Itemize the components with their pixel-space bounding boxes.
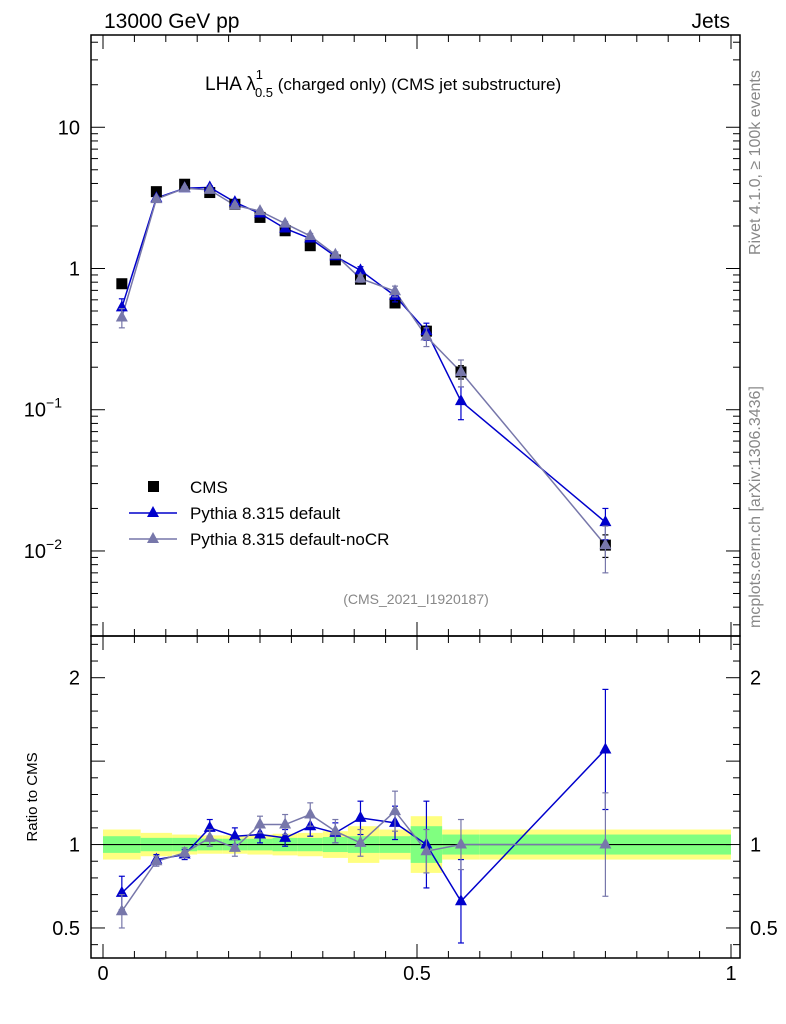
ratio-data-point	[599, 742, 612, 754]
main-ytick-label: 10−1	[24, 395, 62, 422]
ratio-data-point	[329, 824, 342, 836]
main-panel-frame	[90, 34, 741, 637]
ratio-ytick-label-right: 2	[750, 668, 761, 690]
legend-cms-marker	[148, 481, 159, 492]
main-data-point-mc	[599, 538, 612, 550]
ratio-data-point	[178, 845, 191, 857]
ratio-data-point	[389, 804, 402, 816]
ratio-ylabel: Ratio to CMS	[24, 752, 41, 841]
ratio-series-line	[121, 810, 606, 912]
main-data-point-mc	[329, 247, 342, 259]
ratio-series-line	[121, 748, 606, 903]
main-data-point-mc	[178, 181, 191, 193]
main-ytick-label: 10	[58, 117, 80, 139]
main-data-point-mc	[279, 216, 292, 228]
main-data-point-mc	[150, 192, 163, 204]
ratio-data-point	[454, 894, 467, 906]
ratio-data-point	[115, 904, 128, 916]
main-data-point-mc	[389, 284, 402, 296]
legend-nocr-marker	[147, 532, 159, 543]
ratio-data-point	[254, 817, 266, 829]
ratio-series-lines	[121, 748, 606, 912]
main-data-point-cms	[304, 240, 316, 252]
main-data-point-mc	[304, 228, 317, 240]
ratio-panel-frame	[90, 635, 741, 959]
ratio-ytick-label-left: 1	[69, 835, 80, 857]
ratio-data-point	[228, 840, 241, 852]
main-data-point-mc	[599, 515, 612, 527]
ratio-data-point	[420, 844, 433, 856]
ratio-data-point	[454, 837, 467, 849]
mcplots-label: mcplots.cern.ch [arXiv:1306.3436]	[747, 386, 764, 628]
ratio-data-point	[228, 829, 241, 841]
main-data-point-cms	[389, 297, 401, 309]
ratio-xtick-label: 0	[97, 963, 108, 985]
ratio-series-points	[115, 688, 612, 944]
header-left: 13000 GeV pp	[104, 10, 239, 33]
ratio-data-point	[304, 807, 317, 819]
ratio-data-point	[150, 854, 163, 866]
ratio-xtick-label: 0.5	[403, 963, 431, 985]
main-data-point-mc	[254, 204, 266, 216]
ratio-axes: 2 2 1 1 0.5 0.5 0 0.5 1	[52, 636, 778, 985]
ratio-data-point	[599, 837, 612, 849]
rivet-label: Rivet 4.1.0, ≥ 100k events	[747, 70, 764, 255]
main-series-line	[121, 186, 606, 523]
main-data-point-mc	[354, 271, 367, 283]
legend-cms-label: CMS	[190, 478, 228, 497]
ratio-data-point	[279, 830, 292, 842]
ratio-data-point	[203, 830, 216, 842]
legend-nocr-label: Pythia 8.315 default-noCR	[190, 530, 389, 549]
main-ytick-label: 10−2	[24, 536, 62, 563]
main-data-point-mc	[454, 364, 467, 376]
main-data-point-mc	[354, 263, 367, 275]
ratio-ytick-label-right: 1	[750, 835, 761, 857]
main-data-point-mc	[454, 394, 467, 406]
legend: CMS Pythia 8.315 default Pythia 8.315 de…	[129, 478, 389, 549]
header-right: Jets	[691, 10, 730, 33]
ratio-data-point	[279, 817, 292, 829]
main-data-point-mc	[203, 182, 216, 194]
legend-default-marker	[147, 506, 159, 517]
ratio-data-point	[354, 835, 367, 847]
ratio-data-point	[354, 810, 367, 822]
ratio-xtick-label: 1	[725, 963, 736, 985]
ratio-ytick-label-left: 2	[69, 668, 80, 690]
legend-default-label: Pythia 8.315 default	[190, 504, 341, 523]
main-data-point-mc	[420, 329, 433, 341]
ratio-ytick-label-right: 0.5	[750, 918, 778, 940]
ratio-ytick-label-left: 0.5	[52, 918, 80, 940]
main-data-point-mc	[228, 198, 241, 210]
main-data-point-mc	[115, 310, 128, 322]
analysis-id: (CMS_2021_I1920187)	[343, 591, 489, 607]
main-series-points	[115, 178, 612, 574]
main-ytick-label: 1	[69, 258, 80, 280]
plot-title: LHA λ1 0.5 (charged only) (CMS jet substr…	[205, 67, 561, 100]
main-axes: 10 1 10−1 10−2	[24, 35, 740, 636]
main-data-point-cms	[116, 278, 128, 290]
